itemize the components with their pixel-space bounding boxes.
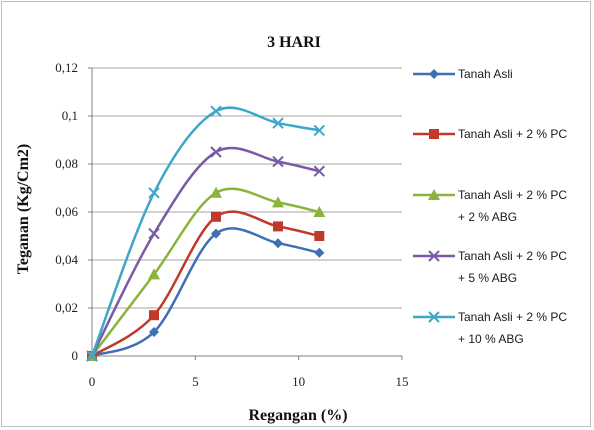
series-line: [90, 106, 320, 357]
series-5: [86, 105, 326, 362]
legend-label: + 10 % ABG: [458, 332, 524, 346]
x-tick-label: 10: [292, 374, 305, 389]
data-point-x-stroke: [272, 117, 284, 129]
legend-label: Tanah Asli + 2 % PC: [458, 127, 567, 141]
x-tick-label: 15: [396, 374, 409, 389]
y-tick-label: 0: [72, 348, 79, 363]
data-point-x-stroke: [313, 124, 326, 137]
data-point-diamond: [314, 247, 325, 258]
series-2: [87, 210, 325, 361]
legend-label: Tanah Asli + 2 % PC: [458, 188, 567, 202]
legend-label: Tanah Asli: [458, 67, 513, 81]
x-tick-label: 5: [192, 374, 199, 389]
legend-label: + 5 % ABG: [458, 271, 517, 285]
axes-layer: 0 0,02 0,04 0,06 0,08 0,1 0,12 0 5 10 15: [55, 60, 408, 389]
data-point-x-stroke: [148, 227, 160, 240]
data-point-diamond: [149, 327, 159, 337]
data-point-x-stroke: [210, 105, 222, 117]
data-point-triangle: [210, 186, 222, 198]
y-tick-label: 0,04: [55, 252, 78, 267]
data-point-square: [314, 231, 325, 241]
data-point-x: [148, 187, 160, 199]
data-point-x-stroke: [86, 350, 98, 362]
data-point-diamond: [211, 228, 221, 239]
data-point-square: [149, 310, 159, 321]
x-axis-title: Regangan (%): [248, 407, 347, 424]
data-point-square: [429, 129, 439, 139]
data-point-x: [313, 124, 326, 137]
legend-item-2: Tanah Asli + 2 % PC: [413, 127, 567, 141]
data-point-triangle: [272, 196, 284, 208]
legend-label: Tanah Asli + 2 % PC: [458, 310, 567, 324]
y-tick-label: 0,08: [55, 156, 78, 171]
series-layer: [86, 105, 326, 362]
data-point-x-stroke: [428, 311, 440, 323]
data-point-triangle: [313, 206, 326, 217]
series-4: [86, 146, 326, 362]
data-point-triangle: [428, 189, 440, 200]
legend-label: Tanah Asli + 2 % PC: [458, 249, 567, 263]
data-point-x: [210, 146, 222, 158]
data-point-x: [272, 117, 284, 129]
y-tick-label: 0,02: [55, 300, 78, 315]
data-point-x: [86, 350, 98, 362]
legend-item-3: Tanah Asli + 2 % PC + 2 % ABG: [413, 188, 567, 224]
data-point-diamond: [273, 238, 283, 249]
grid-layer: [92, 67, 402, 309]
data-point-x-stroke: [313, 165, 326, 177]
data-point-x: [313, 165, 326, 177]
data-point-square: [273, 221, 283, 232]
series-line: [90, 146, 320, 357]
y-tick-label: 0,06: [55, 204, 78, 219]
data-point-x-stroke: [148, 187, 160, 199]
y-axis-title: Teganan (Kg/Cm2): [15, 144, 32, 275]
legend-item-1: Tanah Asli: [413, 67, 513, 81]
legend-item-4: Tanah Asli + 2 % PC + 5 % ABG: [413, 249, 567, 285]
series-line: [91, 227, 320, 358]
data-point-x: [428, 250, 440, 262]
series-line: [91, 187, 320, 357]
data-point-x: [428, 311, 440, 323]
data-point-square: [211, 211, 221, 222]
data-point-x: [210, 105, 222, 117]
x-tick-label: 0: [89, 374, 96, 389]
data-point-x-stroke: [272, 155, 284, 168]
data-point-x-stroke: [210, 146, 222, 158]
y-tick-label: 0,1: [62, 108, 78, 123]
data-point-diamond: [429, 69, 439, 79]
y-tick-label: 0,12: [55, 60, 78, 75]
data-point-x: [272, 155, 284, 168]
series-3: [86, 186, 326, 361]
data-point-x: [148, 227, 160, 240]
data-point-x-stroke: [428, 250, 440, 262]
chart-title: 3 HARI: [267, 34, 321, 51]
data-point-triangle: [148, 268, 160, 280]
legend-item-5: Tanah Asli + 2 % PC + 10 % ABG: [413, 310, 567, 346]
legend-label: + 2 % ABG: [458, 210, 517, 224]
